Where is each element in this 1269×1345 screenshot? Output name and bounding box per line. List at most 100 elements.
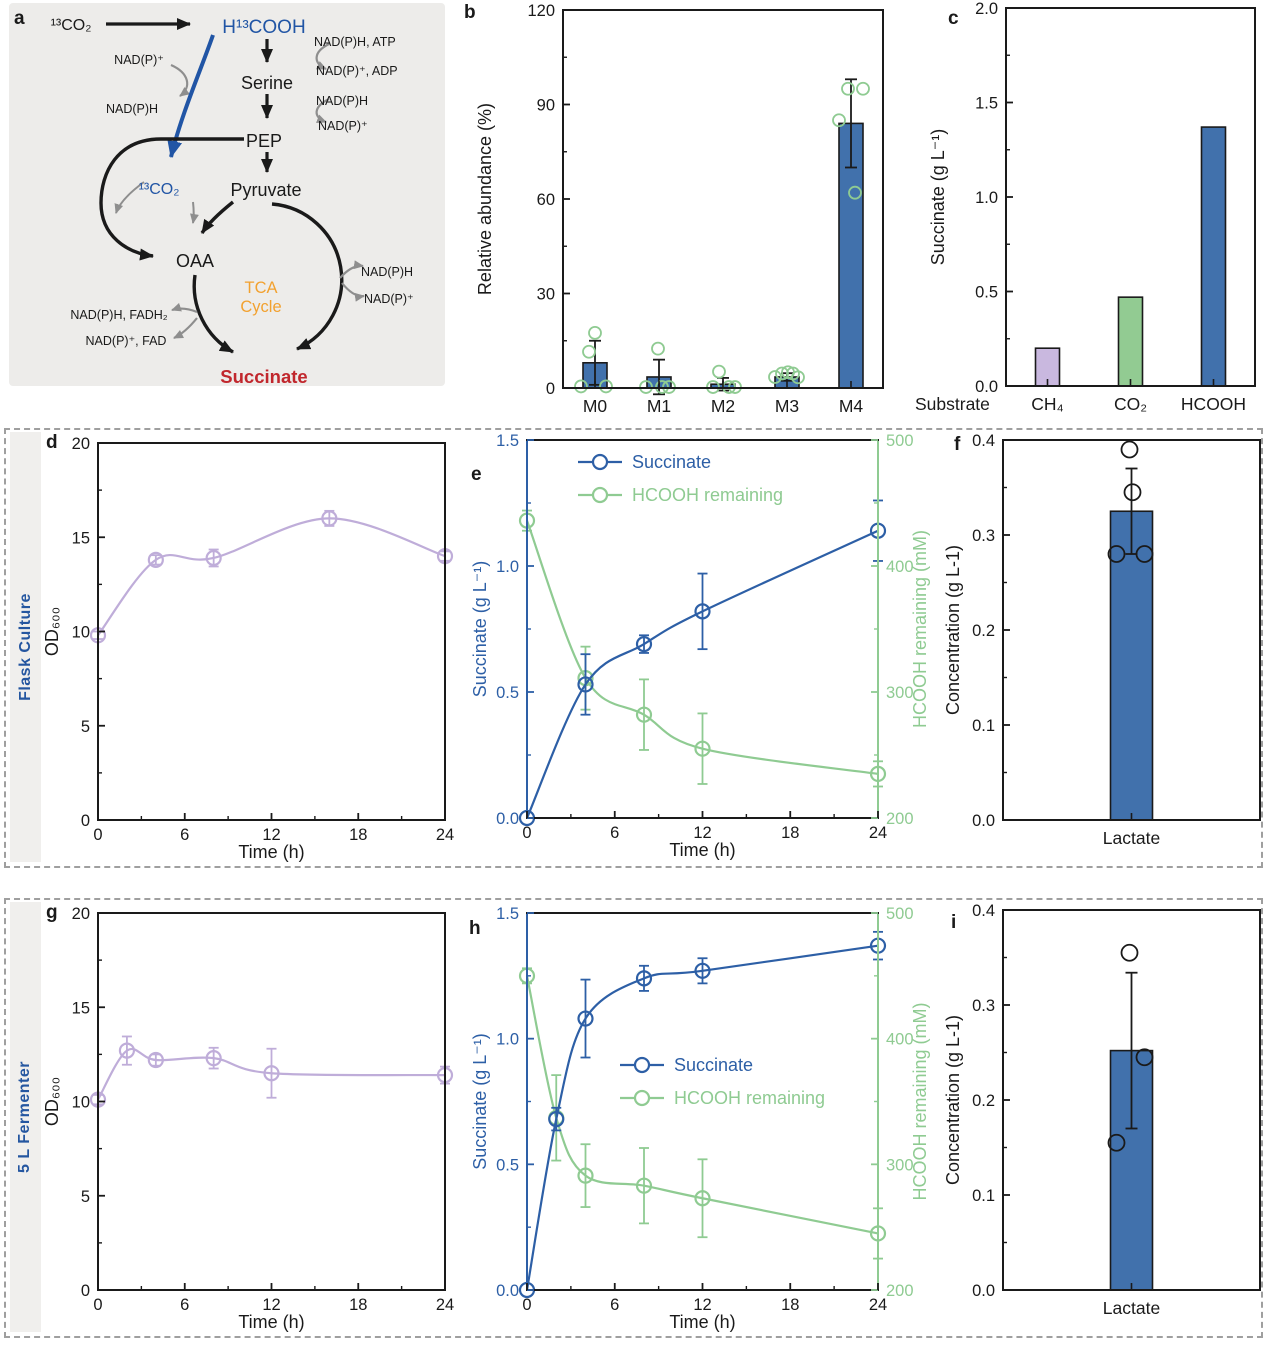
svg-text:CO₂: CO₂ — [1114, 394, 1147, 414]
chart-relative-abundance: M0 M1 M2 M3 M4 0 30 60 90 120 Relative abundance (… — [475, 2, 884, 416]
svg-text:0: 0 — [81, 812, 90, 830]
svg-text:0.0: 0.0 — [972, 1282, 995, 1300]
svg-text:0.1: 0.1 — [972, 717, 995, 735]
chart-succinate-hcooh-flask: 0.0 0.5 1.0 1.5 200 300 400 500 0 6 12 18 24 Time (h)… — [470, 432, 930, 860]
svg-text:OAA: OAA — [176, 251, 214, 271]
svg-text:6: 6 — [610, 1296, 619, 1314]
svg-text:NAD(P)⁺, ADP: NAD(P)⁺, ADP — [316, 64, 398, 78]
svg-text:NAD(P)⁺: NAD(P)⁺ — [114, 53, 164, 67]
svg-text:20: 20 — [72, 435, 90, 453]
chart-od600-flask: 0 5 10 15 20 0 6 12 18 24 Time (h) OD₆₀₀ — [45, 435, 454, 862]
panel-letter-h: h — [469, 918, 481, 939]
svg-text:24: 24 — [436, 826, 454, 844]
svg-text:¹³CO₂: ¹³CO₂ — [139, 181, 180, 198]
svg-text:Succinate: Succinate — [632, 452, 711, 472]
chart-od600-fermenter: 0 5 10 15 20 0 6 12 18 24 Time (h) OD₆₀₀ — [45, 905, 454, 1332]
svg-text:0: 0 — [522, 1296, 531, 1314]
svg-text:200: 200 — [886, 810, 914, 828]
svg-text:NAD(P)H, FADH₂: NAD(P)H, FADH₂ — [70, 308, 167, 322]
svg-text:0: 0 — [93, 826, 102, 844]
svg-text:30: 30 — [537, 286, 555, 304]
svg-text:500: 500 — [886, 432, 914, 450]
svg-text:HCOOH remaining (mM): HCOOH remaining (mM) — [910, 530, 930, 728]
svg-text:Serine: Serine — [241, 73, 293, 93]
chart-succinate-hcooh-fermenter: 0.0 0.5 1.0 1.5 200 300 400 500 0 6 12 18 24 Time (h)… — [470, 905, 930, 1332]
svg-text:10: 10 — [72, 624, 90, 642]
svg-text:90: 90 — [537, 97, 555, 115]
svg-text:1.0: 1.0 — [975, 189, 998, 207]
svg-text:12: 12 — [693, 824, 711, 842]
row-label-flask-culture: Flask Culture — [16, 593, 34, 701]
svg-text:M1: M1 — [647, 396, 671, 416]
svg-text:1.5: 1.5 — [496, 905, 519, 923]
svg-text:Lactate: Lactate — [1103, 828, 1160, 848]
svg-text:15: 15 — [72, 529, 90, 547]
svg-text:Time (h): Time (h) — [669, 1312, 735, 1332]
chart-lactate-fermenter: Lactate 0.0 0.1 0.2 0.3 0.4 Concentration (g L… — [943, 902, 1261, 1318]
panel-letter-c: c — [948, 8, 959, 29]
svg-text:18: 18 — [781, 824, 799, 842]
svg-text:Time (h): Time (h) — [238, 1312, 304, 1332]
svg-text:0.0: 0.0 — [975, 378, 998, 396]
svg-text:1.5: 1.5 — [975, 95, 998, 113]
svg-text:1.0: 1.0 — [496, 1031, 519, 1049]
svg-text:200: 200 — [886, 1282, 914, 1300]
svg-text:Relative abundance (%): Relative abundance (%) — [475, 103, 495, 295]
svg-text:18: 18 — [349, 1296, 367, 1314]
svg-text:NAD(P)H: NAD(P)H — [361, 265, 413, 279]
svg-text:M2: M2 — [711, 396, 735, 416]
svg-text:Succinate (g L⁻¹): Succinate (g L⁻¹) — [470, 561, 490, 698]
chart-lactate-flask: Lactate 0.0 0.1 0.2 0.3 0.4 Concentration (g L… — [943, 432, 1261, 848]
panel-letter-e: e — [471, 464, 482, 485]
svg-text:15: 15 — [72, 999, 90, 1017]
svg-text:0.1: 0.1 — [972, 1187, 995, 1205]
svg-text:0: 0 — [81, 1282, 90, 1300]
svg-text:500: 500 — [886, 905, 914, 923]
svg-text:OD₆₀₀: OD₆₀₀ — [45, 607, 62, 656]
svg-text:0.2: 0.2 — [972, 1092, 995, 1110]
svg-text:0: 0 — [522, 824, 531, 842]
svg-text:NAD(P)H, ATP: NAD(P)H, ATP — [314, 35, 396, 49]
svg-text:0.0: 0.0 — [496, 1282, 519, 1300]
svg-text:Substrate: Substrate — [915, 394, 990, 414]
svg-text:0.3: 0.3 — [972, 527, 995, 545]
panel-letter-a: a — [14, 8, 25, 29]
flask-culture-group-border — [4, 428, 1263, 868]
svg-text:HCOOH remaining: HCOOH remaining — [674, 1088, 825, 1108]
svg-text:10: 10 — [72, 1094, 90, 1112]
svg-text:120: 120 — [527, 2, 555, 20]
svg-text:NAD(P)H: NAD(P)H — [106, 102, 158, 116]
svg-text:HCOOH remaining: HCOOH remaining — [632, 485, 783, 505]
svg-text:NAD(P)⁺: NAD(P)⁺ — [364, 292, 414, 306]
svg-text:6: 6 — [610, 824, 619, 842]
svg-text:0.5: 0.5 — [975, 284, 998, 302]
metabolic-pathway-diagram: ¹³CO₂ H¹³COOH NAD(P)H, ATP NAD(P)⁺, ADP Seri… — [51, 17, 414, 386]
svg-text:OD₆₀₀: OD₆₀₀ — [45, 1077, 62, 1126]
svg-text:6: 6 — [180, 1296, 189, 1314]
svg-text:Succinate: Succinate — [220, 366, 307, 386]
svg-text:1.0: 1.0 — [496, 558, 519, 576]
svg-text:Succinate (g L⁻¹): Succinate (g L⁻¹) — [928, 129, 948, 266]
pathway-panel-background — [9, 3, 445, 386]
svg-text:60: 60 — [537, 191, 555, 209]
svg-text:12: 12 — [693, 1296, 711, 1314]
svg-text:24: 24 — [436, 1296, 454, 1314]
svg-text:M0: M0 — [583, 396, 608, 416]
svg-text:0: 0 — [546, 380, 555, 398]
svg-text:HCOOH: HCOOH — [1181, 394, 1246, 414]
svg-text:NAD(P)H: NAD(P)H — [316, 94, 368, 108]
svg-text:0.2: 0.2 — [972, 622, 995, 640]
svg-text:Time (h): Time (h) — [669, 840, 735, 860]
svg-text:HCOOH remaining (mM): HCOOH remaining (mM) — [910, 1002, 930, 1200]
svg-text:M4: M4 — [839, 396, 864, 416]
svg-text:24: 24 — [869, 1296, 887, 1314]
svg-text:0.4: 0.4 — [972, 432, 995, 450]
svg-text:1.5: 1.5 — [496, 432, 519, 450]
svg-text:5: 5 — [81, 1188, 90, 1206]
svg-text:Concentration (g L-1): Concentration (g L-1) — [943, 1015, 963, 1185]
panel-letter-d: d — [46, 432, 58, 453]
svg-text:Succinate: Succinate — [674, 1055, 753, 1075]
panel-letter-f: f — [954, 434, 961, 455]
